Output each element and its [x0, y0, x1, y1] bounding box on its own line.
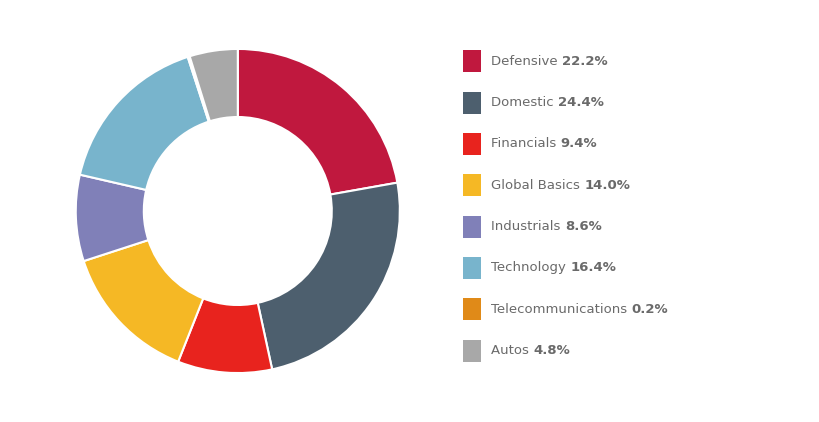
Text: 22.2%: 22.2% [561, 55, 607, 68]
Text: 16.4%: 16.4% [569, 262, 615, 274]
Text: 4.8%: 4.8% [532, 344, 569, 357]
Text: Global Basics: Global Basics [491, 179, 584, 192]
Wedge shape [257, 183, 400, 369]
Text: Financials: Financials [491, 138, 560, 150]
Text: Defensive: Defensive [491, 55, 561, 68]
Text: 24.4%: 24.4% [558, 96, 603, 109]
Wedge shape [189, 49, 238, 121]
Wedge shape [75, 175, 148, 261]
Wedge shape [178, 298, 272, 373]
Text: Autos: Autos [491, 344, 532, 357]
Text: Technology: Technology [491, 262, 569, 274]
Wedge shape [79, 57, 209, 190]
Text: 0.2%: 0.2% [631, 303, 667, 316]
Text: Industrials: Industrials [491, 220, 564, 233]
Text: Telecommunications: Telecommunications [491, 303, 631, 316]
Wedge shape [238, 49, 397, 195]
Text: 8.6%: 8.6% [564, 220, 601, 233]
Text: 9.4%: 9.4% [560, 138, 596, 150]
Wedge shape [84, 240, 203, 362]
Wedge shape [188, 56, 210, 122]
Text: 14.0%: 14.0% [584, 179, 630, 192]
Text: Domestic: Domestic [491, 96, 558, 109]
